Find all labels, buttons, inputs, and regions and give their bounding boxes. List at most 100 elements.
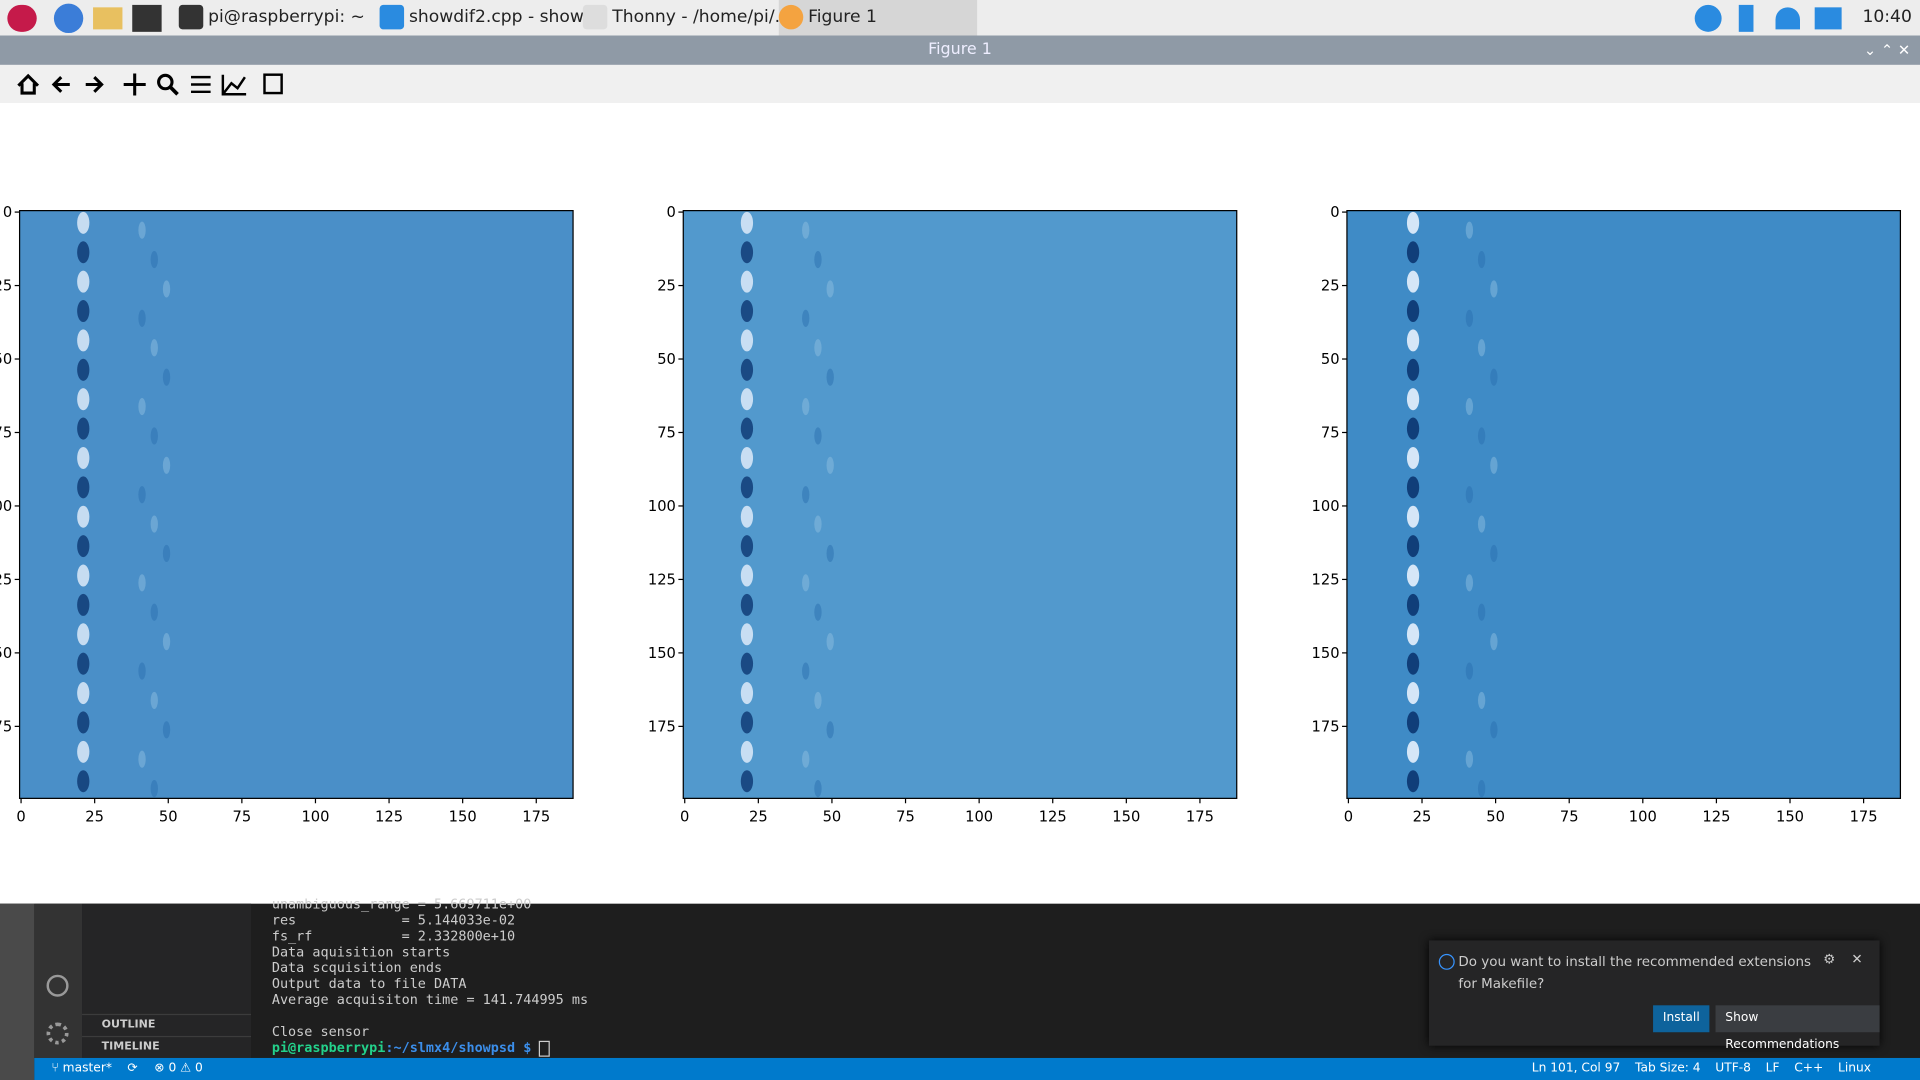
zoom-button[interactable] xyxy=(157,73,174,91)
x-tick-label: 25 xyxy=(749,809,768,826)
app-label: showdif2.cpp - show... xyxy=(408,7,599,27)
heatmap-faint xyxy=(150,251,158,269)
home-button[interactable] xyxy=(17,73,40,95)
heatmap-faint xyxy=(1465,662,1474,680)
heatmap-faint xyxy=(1465,486,1474,504)
heatmap-blob xyxy=(77,388,90,411)
heatmap: 0 25 50 75 100 125 150 175 0 25 50 75 100 125 150 175 xyxy=(1312,204,1902,826)
task-app-active[interactable]: Figure 1 xyxy=(778,0,978,36)
outline-section[interactable]: OUTLINE xyxy=(82,1013,252,1035)
x-tick-label: 175 xyxy=(522,809,550,826)
status-item[interactable]: LF xyxy=(1765,1061,1780,1076)
heatmap-faint xyxy=(162,544,171,563)
y-tick-label: 75 xyxy=(657,424,676,441)
heatmap-blob xyxy=(77,505,90,528)
heatmap-blob xyxy=(77,476,90,499)
x-tick-label: 175 xyxy=(1850,809,1878,826)
heatmap-faint xyxy=(802,750,810,768)
heatmap-blob xyxy=(77,300,90,323)
heatmap-faint xyxy=(802,486,810,504)
heatmap-blob xyxy=(1406,623,1420,646)
problems[interactable]: ⊗ 0 ⚠ 0 xyxy=(154,1061,203,1076)
x-tick-label: 75 xyxy=(233,809,252,826)
timeline-section[interactable]: TIMELINE xyxy=(82,1035,252,1057)
heatmap-blob xyxy=(77,241,90,264)
heatmap-faint xyxy=(150,603,158,621)
install-button[interactable]: Install xyxy=(1653,1005,1710,1033)
heatmap-blob xyxy=(1406,652,1420,675)
terminal-icon[interactable] xyxy=(132,4,162,32)
save-button[interactable] xyxy=(263,73,283,95)
gear-button[interactable]: ⚙ xyxy=(1823,951,1836,968)
forward-button[interactable] xyxy=(85,76,104,93)
heatmap-faint xyxy=(1490,368,1498,386)
settings-icon[interactable] xyxy=(46,1022,69,1045)
heatmap-faint xyxy=(826,456,834,474)
browser-icon[interactable] xyxy=(53,3,84,34)
x-tick-label: 50 xyxy=(159,809,178,826)
status-item[interactable]: C++ xyxy=(1794,1061,1824,1076)
y-tick-label: 0 xyxy=(667,204,676,221)
x-tick-label: 125 xyxy=(1039,809,1067,826)
heatmap-faint xyxy=(162,368,171,386)
status-item[interactable]: UTF-8 xyxy=(1715,1061,1751,1076)
window-controls[interactable]: ⌄ ⌃ ✕ xyxy=(1863,41,1911,59)
menu-button[interactable] xyxy=(7,4,37,32)
recommend-button[interactable]: Show Recommendations xyxy=(1715,1005,1880,1052)
status-bar: ⑂ master* ⟳ ⊗ 0 ⚠ 0 Ln 101, Col 97 Tab Si… xyxy=(34,1057,1920,1080)
heatmap-blob xyxy=(740,329,754,352)
bluetooth-icon[interactable] xyxy=(1738,4,1754,32)
status-item[interactable]: Ln 101, Col 97 xyxy=(1531,1061,1621,1076)
heatmap-blob xyxy=(740,476,754,499)
task-app[interactable]: showdif2.cpp - show... xyxy=(379,4,599,32)
heatmap-faint xyxy=(138,309,146,327)
heatmap-blob xyxy=(1406,446,1420,469)
heatmap-blob xyxy=(77,417,90,440)
y-tick-label: 50 xyxy=(0,351,12,368)
heatmap-faint xyxy=(1477,780,1486,798)
heatmap-faint xyxy=(162,721,171,739)
y-tick-label: 100 xyxy=(1312,498,1340,515)
heatmap-faint xyxy=(814,515,822,533)
axes-button[interactable] xyxy=(221,74,247,96)
heatmap-blob xyxy=(1406,770,1420,793)
zoom-handle xyxy=(168,85,179,96)
account-icon[interactable] xyxy=(46,974,69,997)
terminal-line: unambiguous_range = 5.669711e+00 xyxy=(271,896,532,913)
sync[interactable]: ⟳ xyxy=(127,1061,138,1076)
update-icon[interactable] xyxy=(1694,4,1722,32)
x-tick-label: 150 xyxy=(449,809,477,826)
heatmap-blob xyxy=(1406,300,1420,323)
figure-canvas: 0 25 50 75 100 125 150 175 0 25 50 75 100 125 150 175 0 2… xyxy=(0,102,1920,904)
heatmap-faint xyxy=(138,397,146,416)
branch[interactable]: ⑂ master* xyxy=(51,1061,112,1076)
task-app[interactable]: Thonny - /home/pi/... xyxy=(582,4,791,32)
figure: 0 25 50 75 100 125 150 175 0 25 50 75 100 125 150 175 0 2… xyxy=(0,204,1902,826)
heatmap-faint xyxy=(1477,603,1486,621)
y-tick-label: 175 xyxy=(0,718,12,735)
x-tick-label: 100 xyxy=(965,809,993,826)
terminal-line: Output data to file DATA xyxy=(271,975,467,992)
status-item[interactable]: Tab Size: 4 xyxy=(1635,1061,1701,1076)
notification-message: Do you want to install the recommended e… xyxy=(1458,953,1812,992)
wifi-icon[interactable] xyxy=(1775,7,1800,30)
info-icon xyxy=(1438,953,1455,970)
heatmap-faint xyxy=(1490,544,1498,563)
heatmap-faint xyxy=(138,574,146,592)
configure-button[interactable] xyxy=(191,75,211,94)
pan-button[interactable] xyxy=(123,73,146,96)
close-button[interactable]: ✕ xyxy=(1851,951,1863,968)
task-app[interactable]: pi@raspberrypi: ~ xyxy=(178,4,365,32)
heatmap-blob xyxy=(740,358,754,381)
status-item[interactable]: Linux xyxy=(1838,1061,1872,1076)
prompt-part: pi@raspberrypi xyxy=(271,1039,386,1056)
error-count: 0 xyxy=(168,1061,177,1076)
heatmap-blob xyxy=(77,564,90,587)
heatmap-blob xyxy=(740,211,754,234)
files-icon[interactable] xyxy=(93,7,123,30)
volume-icon[interactable] xyxy=(1814,7,1842,30)
back-button[interactable] xyxy=(51,76,70,93)
heatmap-blob xyxy=(740,535,754,558)
heatmap-faint xyxy=(1477,251,1486,269)
heatmap-faint xyxy=(138,221,146,239)
